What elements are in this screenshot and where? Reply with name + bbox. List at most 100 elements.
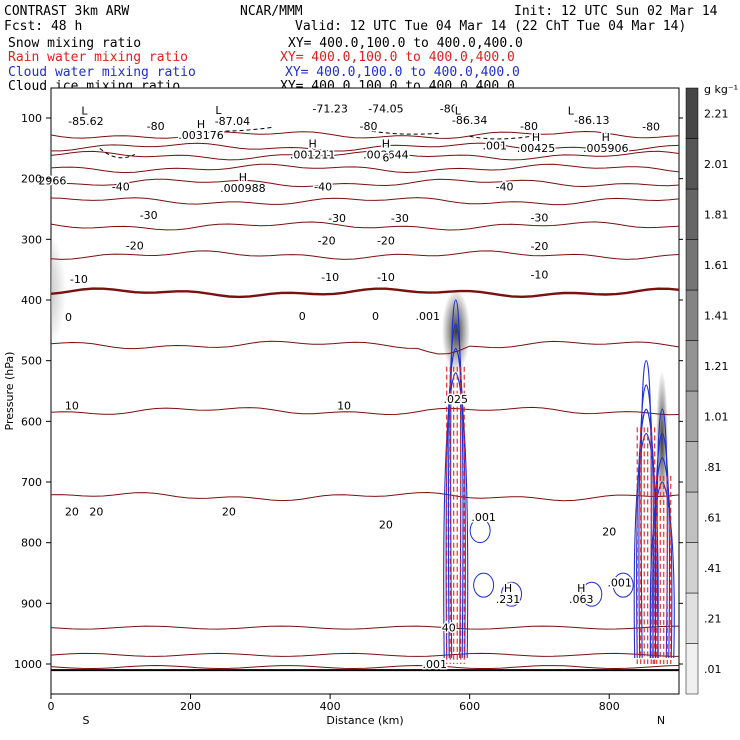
contour-label: 10 <box>337 400 351 413</box>
y-tick-label: 100 <box>21 112 42 125</box>
y-tick-label: 700 <box>21 476 42 489</box>
x-tick-label: 0 <box>48 700 55 713</box>
colorbar-level-label: .01 <box>704 663 722 676</box>
colorbar-level-label: 1.21 <box>704 360 729 373</box>
y-tick-label: 800 <box>21 537 42 550</box>
tower-north-2-cloud-water <box>656 408 668 658</box>
temperature-contour <box>51 178 679 188</box>
contour-label: -87.04 <box>215 115 250 128</box>
misc-contour-label: .001 <box>423 658 448 671</box>
cloud-ice-contour <box>190 126 275 132</box>
contour-label: -30 <box>391 212 409 225</box>
contour-label: -80 <box>642 120 660 133</box>
tower-north-cloud-water <box>638 384 655 658</box>
tower-north-2-cloud-water <box>649 481 675 658</box>
plot-frame <box>50 87 680 695</box>
forecast-hour: Fcst: 48 h <box>4 19 83 34</box>
contour-label: -10 <box>377 271 395 284</box>
extremum-marker: L <box>455 105 462 118</box>
temperature-contour-low <box>51 664 679 670</box>
contour-label: 10 <box>65 400 79 413</box>
colorbar: .01 .21 .41 .61 .81 1.01 1.21 1.41 1.61 1.81 2.01 2… <box>685 87 729 695</box>
contour-label: 20 <box>89 506 103 519</box>
contour-label: -80 <box>147 120 165 133</box>
extremum-marker: H <box>309 137 317 150</box>
contour-label: -86.34 <box>452 114 487 127</box>
colorbar-swatch <box>685 188 699 240</box>
colorbar-swatch <box>685 289 699 341</box>
contour-label: -20 <box>377 235 395 248</box>
extremum-value: .003176 <box>178 129 224 142</box>
misc-contour-label: .001 <box>483 139 508 152</box>
cloud-water-cell <box>581 581 603 607</box>
snow-shading-core <box>442 289 470 373</box>
misc-contour-label: 6 <box>382 151 389 164</box>
tower-north-2-cloud-water <box>654 432 671 658</box>
cloud-water-cell <box>501 581 523 607</box>
colorbar-level-label: 1.01 <box>704 410 729 423</box>
contour-labels: -85.62 -80 -87.04-71.23 -74.05 -80-80 -86.34-… <box>37 101 662 673</box>
temperature-contour <box>51 163 679 174</box>
field-name-snow: Snow mixing ratio <box>8 36 142 51</box>
field-name-rain: Rain water mixing ratio <box>8 50 189 65</box>
contour-label: -30 <box>530 211 548 224</box>
cloud-ice-contour <box>469 134 540 140</box>
contour-label: -30 <box>140 209 158 222</box>
cloud-ice-contour <box>99 147 135 159</box>
contour-label: -74.05 <box>368 102 403 115</box>
y-tick-label: 900 <box>21 597 42 610</box>
temperature-contour <box>51 221 679 231</box>
contour-label: -10 <box>70 273 88 286</box>
field-name-cloud-water: Cloud water mixing ratio <box>8 65 196 80</box>
colorbar-swatch <box>685 390 699 442</box>
colorbar-unit: g kg⁻¹ <box>704 83 738 96</box>
cloud-water-cell <box>473 572 495 598</box>
misc-contour-label: .001 <box>607 577 632 590</box>
temperature-contours <box>51 126 679 672</box>
misc-contour-label: .001 <box>471 511 496 524</box>
x-end-label-south: S <box>83 714 90 727</box>
temperature-contour <box>51 250 679 260</box>
extremum-marker: L <box>215 104 222 117</box>
colorbar-level-label: 2.21 <box>704 107 729 120</box>
center-label: NCAR/MMM <box>240 4 303 19</box>
x-tick-label: 400 <box>320 700 341 713</box>
extremum-marker: H <box>197 118 205 131</box>
extremum-value: .002644 <box>363 148 409 161</box>
contour-label: 20 <box>602 526 616 539</box>
extremum-value: .005906 <box>583 142 629 155</box>
temperature-contour <box>51 142 679 152</box>
snow-shading-left <box>51 240 70 340</box>
cloud-ice-contour <box>364 129 442 135</box>
misc-contour-label: 40 <box>442 622 456 635</box>
tower-south-cloud-water <box>447 323 464 658</box>
cloud-water-cell <box>469 518 491 544</box>
init-time: Init: 12 UTC Sun 02 Mar 14 <box>514 4 718 19</box>
contour-label: 0 <box>372 310 379 323</box>
colorbar-level-label: 1.41 <box>704 309 729 322</box>
contour-label: 20 <box>379 518 393 531</box>
colorbar-swatch <box>685 340 699 392</box>
contour-label: -10 <box>321 271 339 284</box>
contour-label: -86.13 <box>574 114 609 127</box>
x-tick-label: 600 <box>459 700 480 713</box>
extremum-marker: H <box>602 131 610 144</box>
field-xy-snow: XY= 400.0,100.0 to 400.0,400.0 <box>288 36 523 51</box>
misc-contour-label: .025 <box>443 393 468 406</box>
colorbar-level-label: 2.01 <box>704 158 729 171</box>
extremum-marker: L <box>568 105 575 118</box>
extremum-value: .00425 <box>517 142 556 155</box>
contour-label: -40 <box>314 181 332 194</box>
temperature-contour-low <box>51 625 679 630</box>
contour-label: 20 <box>65 506 79 519</box>
temperature-contour-low <box>51 652 679 657</box>
extremum-value: .001211 <box>290 148 336 161</box>
colorbar-level-label: 1.81 <box>704 208 729 221</box>
x-tick-label: 800 <box>599 700 620 713</box>
microphysics-contours <box>443 299 675 664</box>
y-tick-label: 1000 <box>14 658 42 671</box>
extremum-value: .231 <box>496 593 521 606</box>
cloud-water-cell <box>612 572 634 598</box>
snow-shading-right <box>656 370 668 510</box>
